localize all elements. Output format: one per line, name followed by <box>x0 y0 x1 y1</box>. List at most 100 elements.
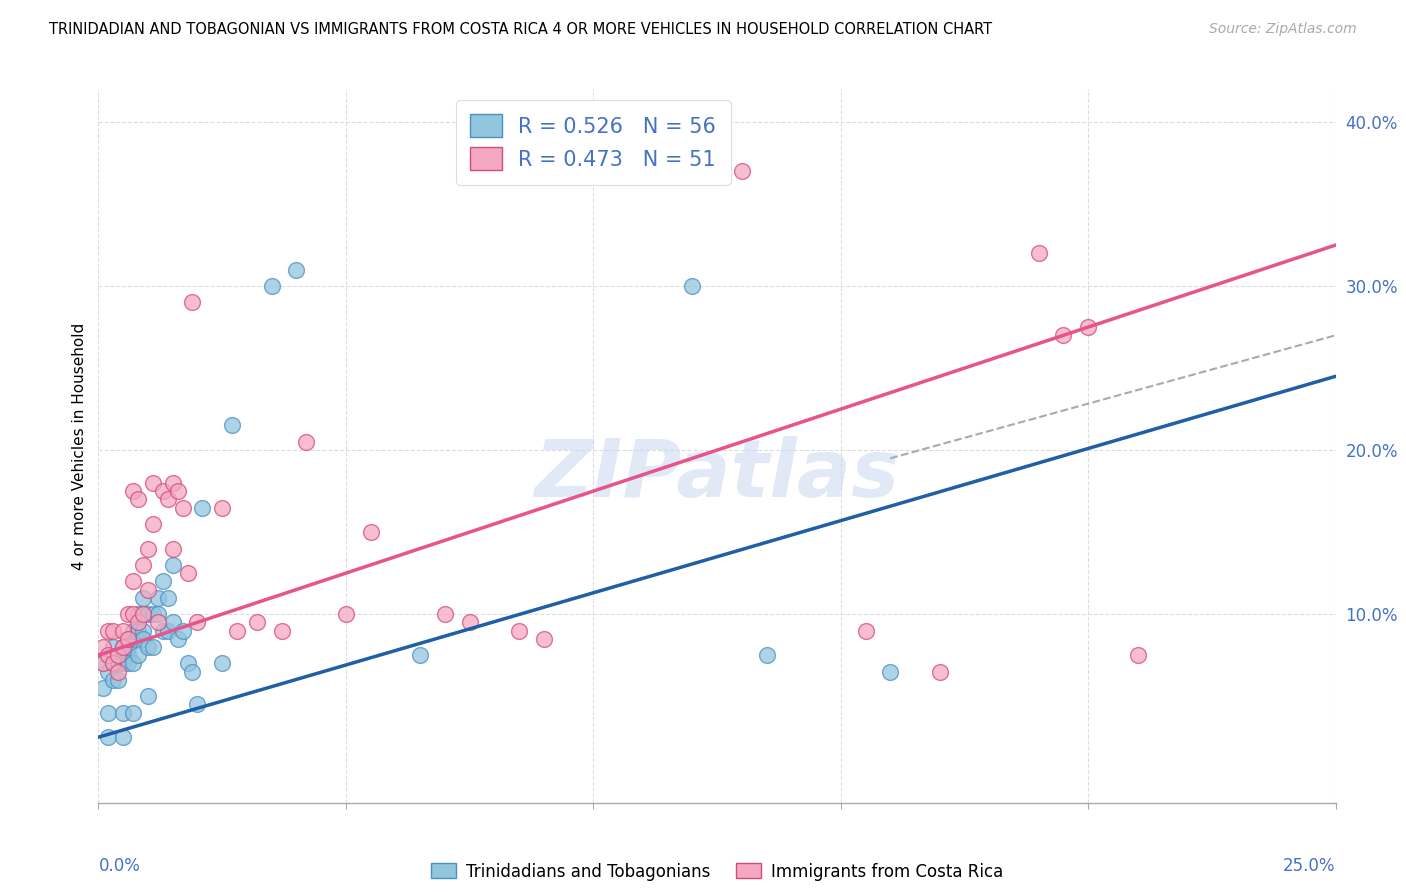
Point <box>93 681 115 695</box>
Point <box>112 657 135 671</box>
Point <box>186 698 208 712</box>
Point <box>211 657 233 671</box>
Point <box>132 607 155 622</box>
Point <box>127 607 149 622</box>
Point <box>162 615 184 630</box>
Point <box>142 607 165 622</box>
Point <box>117 632 139 646</box>
Point <box>117 657 139 671</box>
Point <box>731 164 754 178</box>
Point <box>260 279 283 293</box>
Point <box>97 730 120 744</box>
Point <box>112 640 135 654</box>
Point <box>132 558 155 572</box>
Point <box>146 615 169 630</box>
Point <box>103 657 125 671</box>
Point <box>136 607 159 622</box>
Point <box>117 648 139 662</box>
Point <box>122 574 145 589</box>
Point <box>122 706 145 720</box>
Point <box>107 665 129 679</box>
Point <box>1077 320 1099 334</box>
Point <box>117 632 139 646</box>
Point <box>122 607 145 622</box>
Point <box>508 624 530 638</box>
Point <box>97 648 120 662</box>
Point <box>221 418 243 433</box>
Point <box>295 434 318 449</box>
Point <box>142 516 165 531</box>
Point <box>132 624 155 638</box>
Point <box>226 624 249 638</box>
Point <box>458 615 481 630</box>
Point <box>186 615 208 630</box>
Point <box>152 624 174 638</box>
Point <box>1052 328 1074 343</box>
Point <box>152 484 174 499</box>
Y-axis label: 4 or more Vehicles in Household: 4 or more Vehicles in Household <box>72 322 87 570</box>
Point <box>112 730 135 744</box>
Point <box>156 591 179 605</box>
Point <box>112 624 135 638</box>
Point <box>285 262 308 277</box>
Text: 25.0%: 25.0% <box>1284 857 1336 875</box>
Point <box>93 640 115 654</box>
Point <box>146 591 169 605</box>
Point <box>181 665 204 679</box>
Point <box>156 624 179 638</box>
Point <box>142 640 165 654</box>
Point <box>172 500 194 515</box>
Point <box>97 624 120 638</box>
Point <box>127 492 149 507</box>
Point <box>409 648 432 662</box>
Point <box>335 607 357 622</box>
Text: 0.0%: 0.0% <box>98 857 141 875</box>
Point <box>211 500 233 515</box>
Point <box>97 706 120 720</box>
Point <box>122 484 145 499</box>
Point <box>122 624 145 638</box>
Point <box>166 484 188 499</box>
Point <box>103 640 125 654</box>
Point <box>246 615 269 630</box>
Point <box>103 673 125 687</box>
Point <box>191 500 214 515</box>
Point <box>1028 246 1050 260</box>
Point <box>107 648 129 662</box>
Point <box>152 574 174 589</box>
Point <box>93 657 115 671</box>
Point <box>107 673 129 687</box>
Point <box>360 525 382 540</box>
Point <box>162 558 184 572</box>
Point <box>136 582 159 597</box>
Point <box>270 624 292 638</box>
Point <box>112 640 135 654</box>
Point <box>156 492 179 507</box>
Point <box>176 566 198 581</box>
Point <box>928 665 950 679</box>
Point <box>117 607 139 622</box>
Point <box>1126 648 1149 662</box>
Point <box>433 607 456 622</box>
Point <box>142 475 165 490</box>
Point <box>176 657 198 671</box>
Text: TRINIDADIAN AND TOBAGONIAN VS IMMIGRANTS FROM COSTA RICA 4 OR MORE VEHICLES IN H: TRINIDADIAN AND TOBAGONIAN VS IMMIGRANTS… <box>49 22 993 37</box>
Point <box>122 632 145 646</box>
Point <box>127 615 149 630</box>
Point <box>181 295 204 310</box>
Point <box>97 665 120 679</box>
Point <box>146 607 169 622</box>
Point <box>879 665 901 679</box>
Point <box>103 624 125 638</box>
Point <box>166 632 188 646</box>
Point <box>533 632 555 646</box>
Point <box>136 541 159 556</box>
Point <box>112 706 135 720</box>
Point <box>103 657 125 671</box>
Point <box>855 624 877 638</box>
Point <box>136 640 159 654</box>
Point <box>127 624 149 638</box>
Point <box>162 475 184 490</box>
Point <box>162 541 184 556</box>
Point <box>755 648 778 662</box>
